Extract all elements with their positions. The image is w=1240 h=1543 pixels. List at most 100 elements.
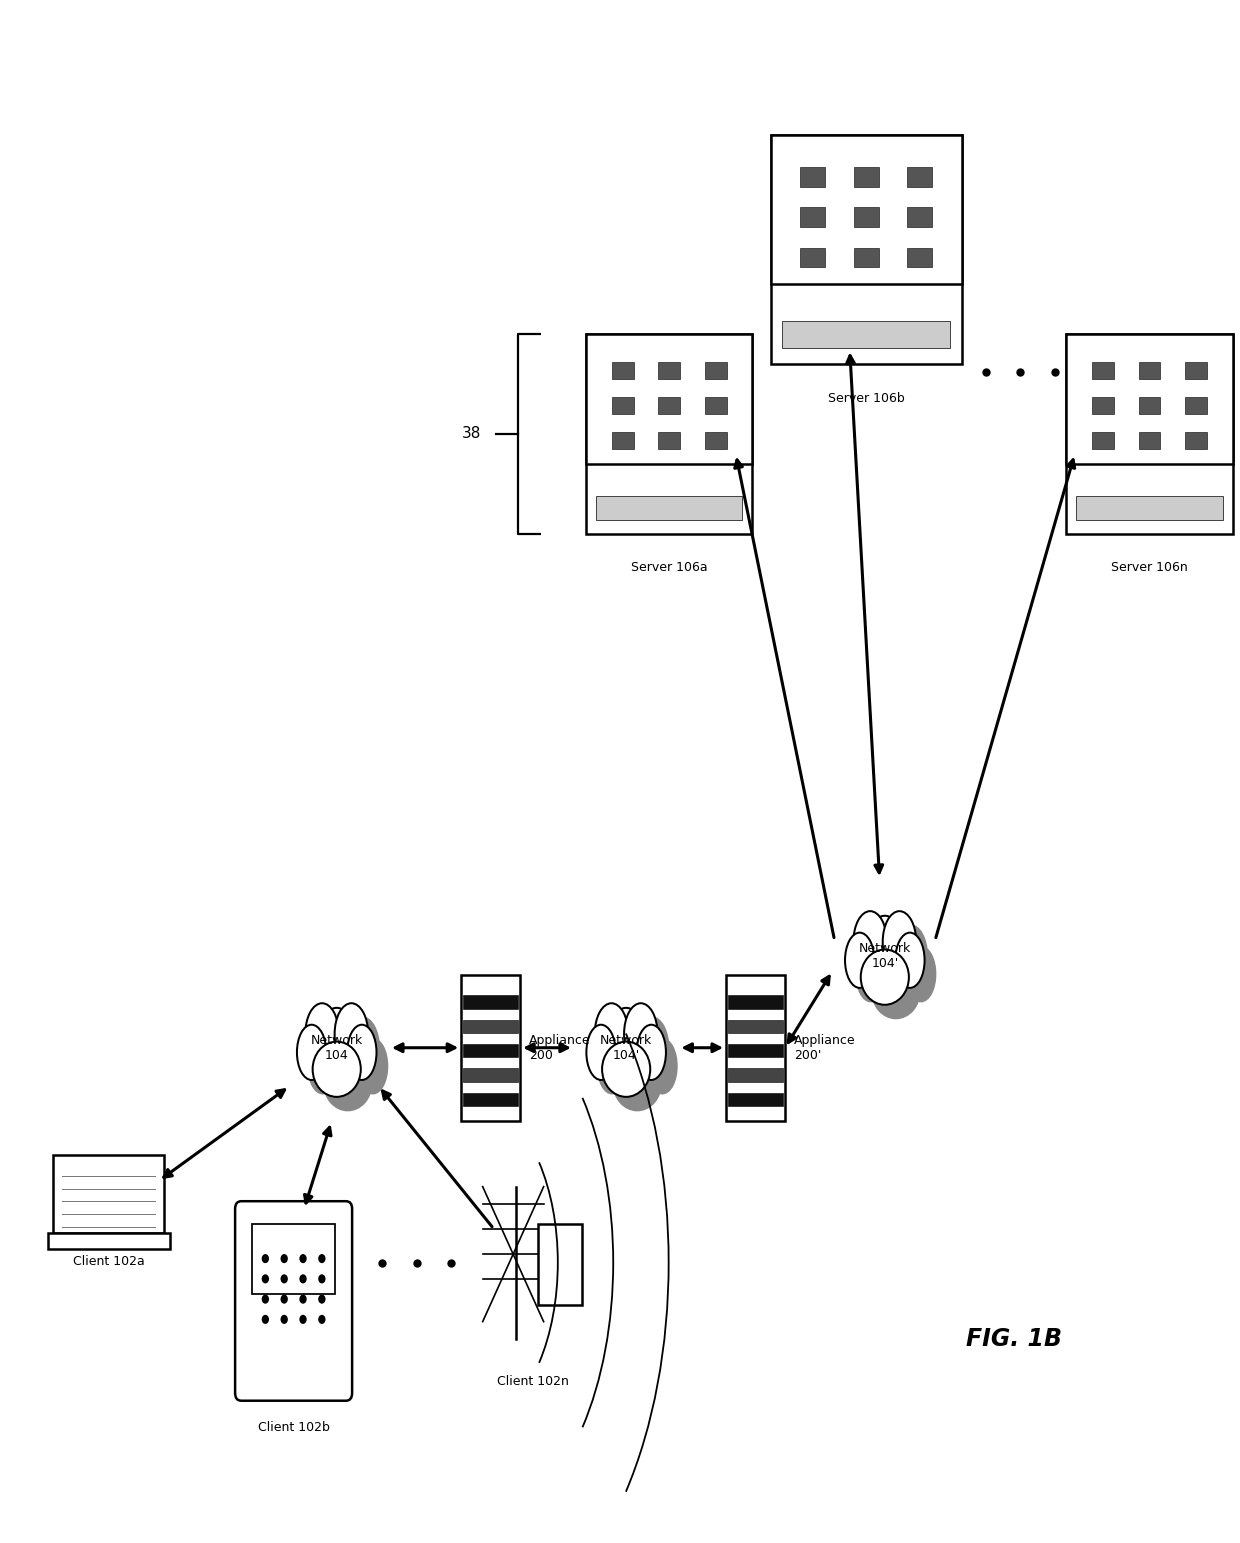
- Bar: [728, 1045, 782, 1057]
- Bar: [587, 335, 753, 464]
- Bar: [658, 397, 680, 414]
- Bar: [728, 1068, 782, 1082]
- Bar: [1185, 397, 1207, 414]
- Text: Client 102b: Client 102b: [258, 1421, 330, 1433]
- Text: Network
104: Network 104: [310, 1034, 363, 1062]
- Ellipse shape: [347, 1025, 377, 1080]
- Ellipse shape: [587, 1025, 616, 1080]
- Circle shape: [280, 1295, 288, 1304]
- Bar: [800, 247, 826, 267]
- Ellipse shape: [296, 1025, 326, 1080]
- Bar: [1138, 363, 1161, 380]
- Circle shape: [262, 1295, 269, 1304]
- Text: Appliance
200: Appliance 200: [529, 1034, 590, 1062]
- Text: Client 102a: Client 102a: [73, 1254, 145, 1268]
- Ellipse shape: [327, 1021, 368, 1102]
- Bar: [1092, 397, 1114, 414]
- Ellipse shape: [647, 1038, 677, 1094]
- Ellipse shape: [312, 1042, 361, 1097]
- Text: Client 102n: Client 102n: [496, 1375, 568, 1387]
- Bar: [611, 397, 634, 414]
- Bar: [461, 975, 521, 1120]
- Bar: [1076, 495, 1223, 520]
- Circle shape: [262, 1315, 269, 1324]
- Ellipse shape: [856, 946, 885, 1001]
- Text: Server 106a: Server 106a: [631, 562, 708, 574]
- Ellipse shape: [861, 949, 909, 1004]
- Ellipse shape: [606, 1017, 640, 1079]
- Text: 38: 38: [463, 426, 481, 441]
- Ellipse shape: [872, 963, 920, 1018]
- Circle shape: [299, 1315, 306, 1324]
- Circle shape: [280, 1275, 288, 1284]
- Text: Appliance
200': Appliance 200': [794, 1034, 856, 1062]
- Circle shape: [299, 1254, 306, 1264]
- Ellipse shape: [603, 1042, 650, 1097]
- Bar: [771, 134, 962, 364]
- Bar: [464, 1020, 518, 1034]
- Circle shape: [299, 1275, 306, 1284]
- FancyBboxPatch shape: [236, 1200, 352, 1401]
- Circle shape: [280, 1254, 288, 1264]
- Bar: [464, 1045, 518, 1057]
- Bar: [1185, 432, 1207, 449]
- Ellipse shape: [613, 1055, 661, 1111]
- Bar: [611, 432, 634, 449]
- Ellipse shape: [853, 912, 887, 972]
- Bar: [728, 995, 782, 1009]
- Bar: [611, 363, 634, 380]
- Ellipse shape: [844, 932, 874, 988]
- Ellipse shape: [335, 1003, 368, 1065]
- Circle shape: [280, 1315, 288, 1324]
- Bar: [728, 1092, 782, 1106]
- Bar: [1138, 432, 1161, 449]
- Ellipse shape: [864, 915, 905, 995]
- Bar: [1066, 335, 1233, 464]
- Bar: [728, 1020, 782, 1034]
- Circle shape: [299, 1295, 306, 1304]
- Bar: [1138, 397, 1161, 414]
- Ellipse shape: [598, 1038, 626, 1094]
- Ellipse shape: [595, 1003, 629, 1065]
- Ellipse shape: [605, 1008, 647, 1088]
- Bar: [252, 1224, 336, 1293]
- Bar: [854, 247, 879, 267]
- Ellipse shape: [305, 1003, 339, 1065]
- Bar: [725, 975, 785, 1120]
- Circle shape: [262, 1254, 269, 1264]
- Ellipse shape: [316, 1017, 350, 1079]
- Circle shape: [319, 1275, 326, 1284]
- Ellipse shape: [308, 1038, 337, 1094]
- Bar: [1092, 363, 1114, 380]
- Bar: [800, 207, 826, 227]
- Bar: [464, 995, 518, 1009]
- Ellipse shape: [864, 924, 898, 986]
- Ellipse shape: [316, 1008, 357, 1088]
- Bar: [706, 363, 727, 380]
- Circle shape: [319, 1315, 326, 1324]
- Bar: [53, 1154, 164, 1233]
- Text: Network
104': Network 104': [858, 941, 911, 969]
- Bar: [908, 247, 932, 267]
- Bar: [854, 167, 879, 187]
- Ellipse shape: [895, 932, 925, 988]
- Bar: [464, 1068, 518, 1082]
- Circle shape: [319, 1295, 326, 1304]
- Bar: [538, 1224, 583, 1305]
- Ellipse shape: [635, 1017, 668, 1079]
- Text: FIG. 1B: FIG. 1B: [966, 1327, 1063, 1352]
- Bar: [782, 321, 951, 349]
- Ellipse shape: [358, 1038, 388, 1094]
- Text: Network
104': Network 104': [600, 1034, 652, 1062]
- Bar: [658, 432, 680, 449]
- Text: Server 106n: Server 106n: [1111, 562, 1188, 574]
- Bar: [1066, 335, 1233, 534]
- Ellipse shape: [883, 912, 916, 972]
- Bar: [464, 1092, 518, 1106]
- Bar: [908, 167, 932, 187]
- Bar: [48, 1233, 170, 1248]
- Circle shape: [262, 1275, 269, 1284]
- Ellipse shape: [324, 1055, 372, 1111]
- Bar: [854, 207, 879, 227]
- Bar: [1185, 363, 1207, 380]
